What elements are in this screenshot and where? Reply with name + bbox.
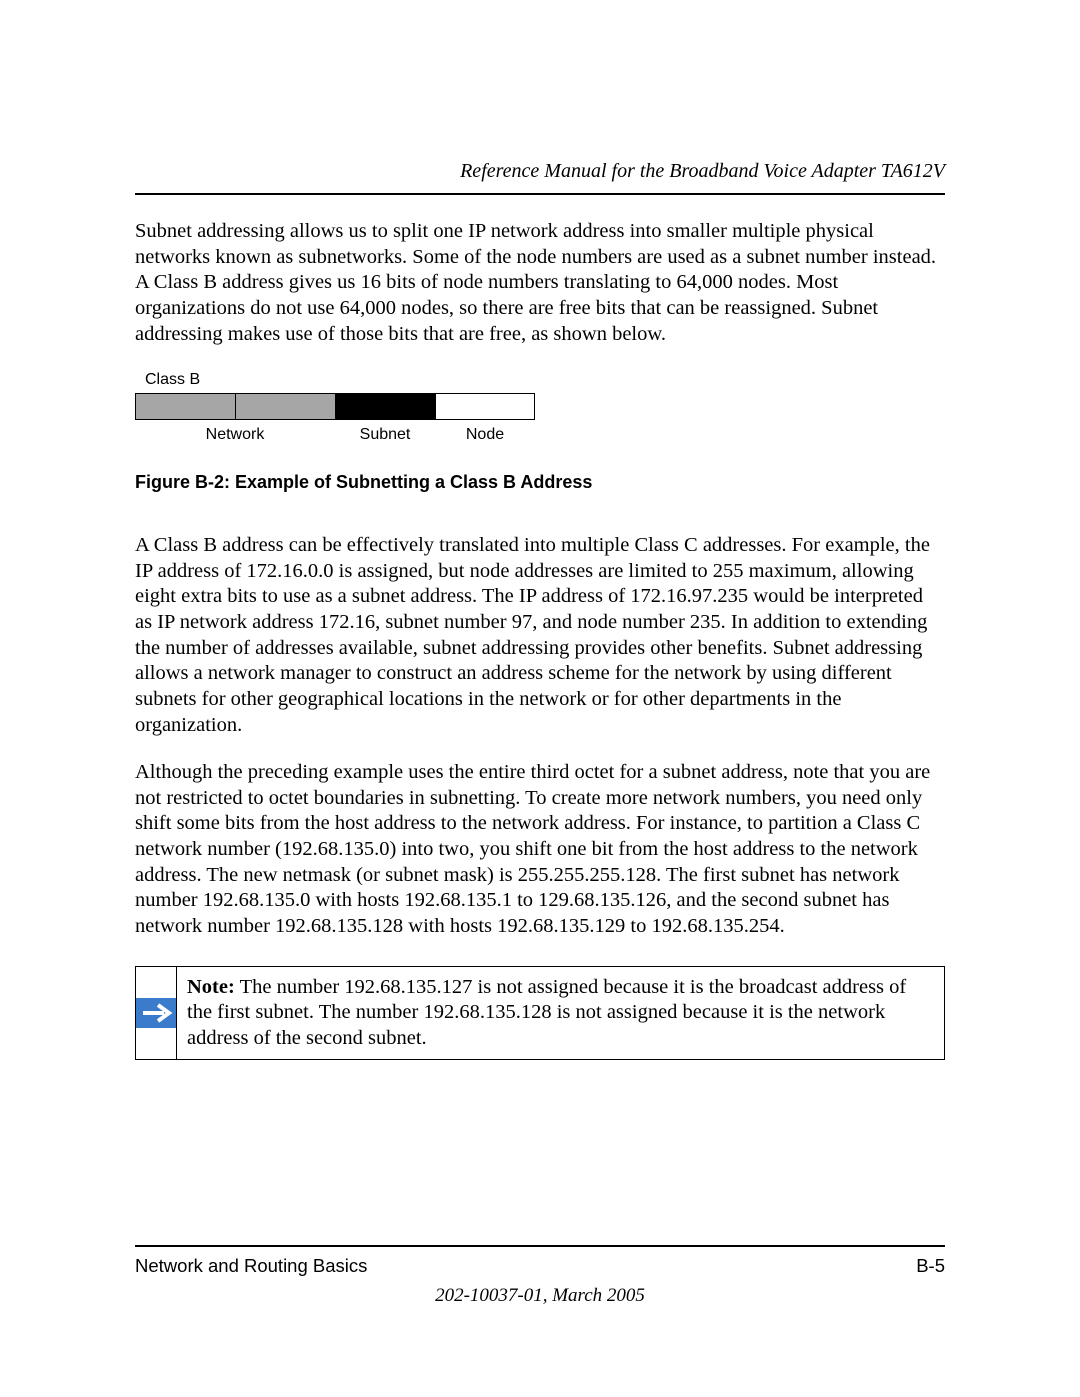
arrow-right-icon (136, 998, 176, 1028)
diagram-label-network: Network (135, 426, 335, 444)
paragraph-3: Although the preceding example uses the … (135, 760, 945, 939)
footer-doc-id: 202-10037-01, March 2005 (135, 1285, 945, 1307)
subnet-diagram: Class B Network Subnet Node (135, 371, 945, 444)
footer-section: Network and Routing Basics (135, 1255, 367, 1277)
diagram-bar (135, 393, 535, 420)
diagram-class-label: Class B (145, 371, 945, 389)
note-prefix: Note: (187, 976, 235, 998)
diagram-seg-network-2 (235, 393, 335, 420)
note-body: The number 192.68.135.127 is not assigne… (187, 976, 906, 1049)
note-text: Note: The number 192.68.135.127 is not a… (177, 967, 944, 1060)
page: Reference Manual for the Broadband Voice… (0, 0, 1080, 1397)
diagram-labels: Network Subnet Node (135, 426, 535, 444)
note-box: Note: The number 192.68.135.127 is not a… (135, 966, 945, 1061)
paragraph-intro: Subnet addressing allows us to split one… (135, 219, 945, 347)
header-rule (135, 193, 945, 195)
figure-caption: Figure B-2: Example of Subnetting a Clas… (135, 472, 945, 493)
running-header: Reference Manual for the Broadband Voice… (135, 160, 945, 193)
footer-rule (135, 1245, 945, 1247)
diagram-label-node: Node (435, 426, 535, 444)
diagram-label-subnet: Subnet (335, 426, 435, 444)
note-icon-cell (136, 967, 177, 1060)
page-footer: Network and Routing Basics B-5 202-10037… (135, 1245, 945, 1307)
paragraph-2: A Class B address can be effectively tra… (135, 533, 945, 738)
diagram-seg-network-1 (135, 393, 235, 420)
footer-line: Network and Routing Basics B-5 (135, 1255, 945, 1277)
diagram-seg-subnet (335, 393, 435, 420)
footer-page-number: B-5 (916, 1255, 945, 1277)
diagram-seg-node (435, 393, 535, 420)
